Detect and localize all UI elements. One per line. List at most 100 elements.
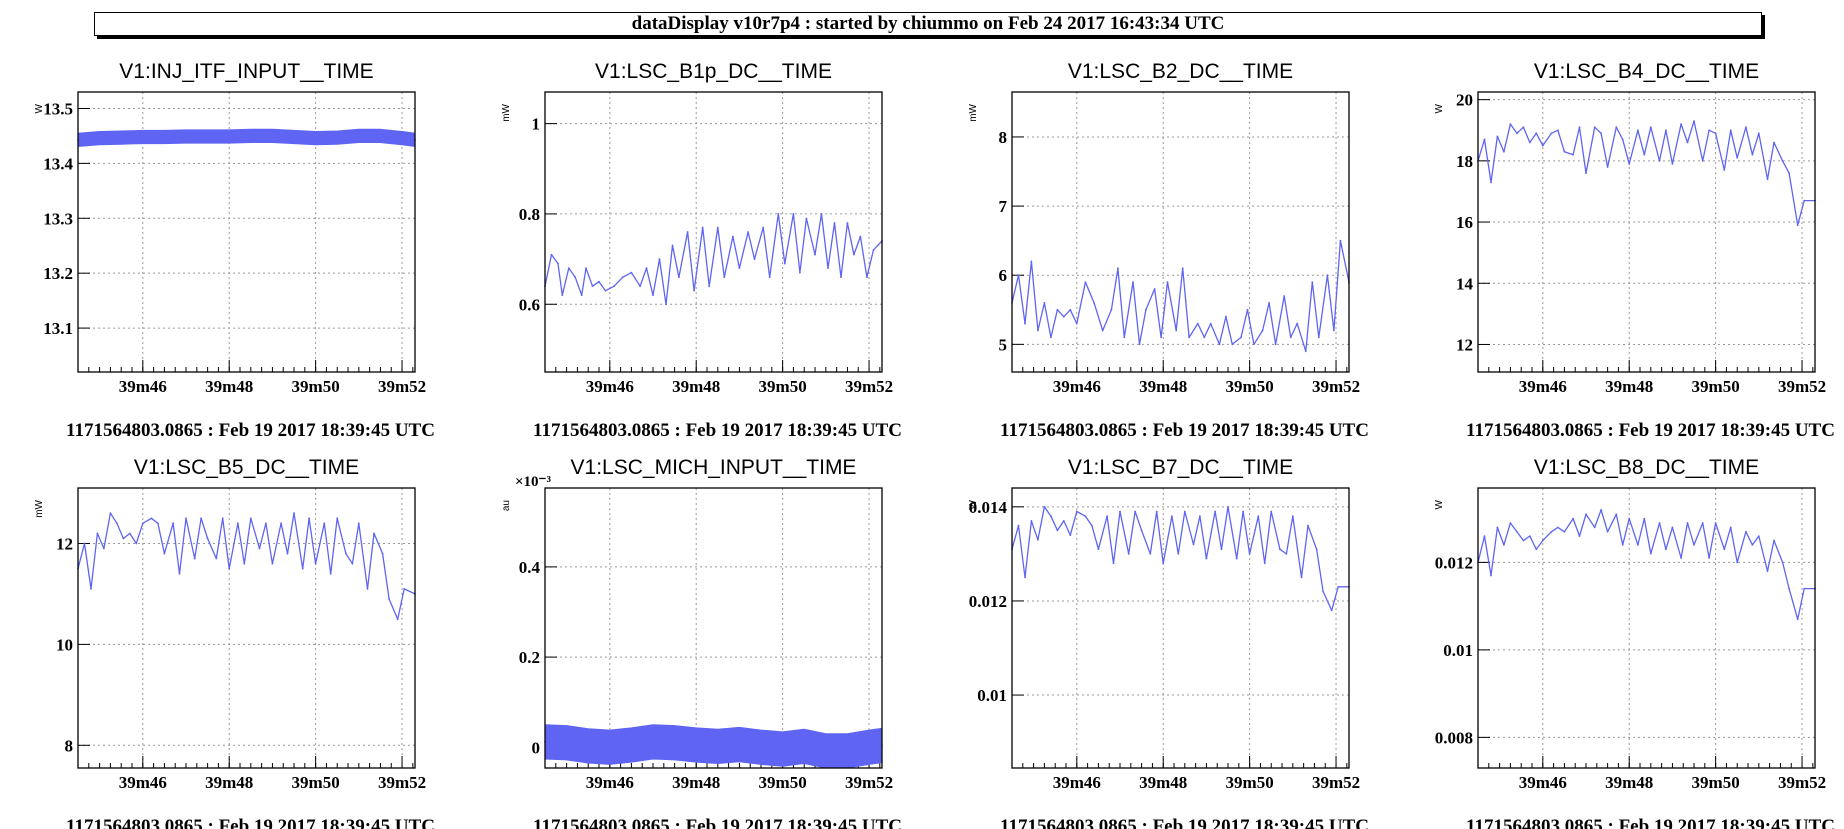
data-point <box>1257 515 1260 518</box>
x-tick-label: 39m48 <box>672 773 720 792</box>
data-point <box>1127 553 1130 555</box>
plot-frame <box>77 487 416 769</box>
data-point <box>249 135 252 137</box>
data-point <box>561 294 564 297</box>
data-point <box>814 253 816 256</box>
window-title: dataDisplay v10r7p4 : started by chiummo… <box>94 12 1762 36</box>
data-point <box>1056 529 1059 532</box>
data-point <box>1149 553 1152 555</box>
plot-title: V1:LSC_B5_DC__TIME <box>134 456 359 479</box>
x-tick-label: 39m52 <box>1778 377 1826 396</box>
y-tick-label: 5 <box>999 335 1008 354</box>
data-point <box>1307 524 1309 527</box>
data-point <box>1188 336 1190 339</box>
data-point <box>301 567 304 570</box>
data-point <box>1093 302 1095 304</box>
plot-title: V1:LSC_B2_DC__TIME <box>1068 60 1293 83</box>
data-point <box>1535 132 1538 135</box>
data-point <box>1578 126 1581 129</box>
gps-time-footer: 1171564803.0865 : Feb 19 2017 18:39:45 U… <box>1466 420 1835 441</box>
data-point <box>768 276 771 279</box>
data-point <box>1693 544 1695 546</box>
y-tick-label: 16 <box>1456 213 1473 232</box>
data-point <box>1803 587 1806 590</box>
data-point <box>1665 548 1667 551</box>
gps-time-footer: 1171564803.0865 : Feb 19 2017 18:39:45 U… <box>533 420 902 441</box>
plot-panel-7: V1:LSC_B7_DC__TIME 39m46 39m48 39m50 39m52 0.… <box>968 456 1369 829</box>
data-point <box>1686 522 1689 524</box>
data-point <box>1153 288 1156 290</box>
x-tick-label: 39m52 <box>1312 773 1360 792</box>
y-tick-label: 6 <box>999 266 1008 285</box>
data-point <box>1541 144 1544 147</box>
data-point <box>172 522 175 525</box>
data-point <box>1736 156 1739 159</box>
data-point <box>120 136 123 139</box>
y-tick-label: 0.2 <box>519 648 540 667</box>
data-point <box>1535 548 1538 551</box>
data-point <box>747 231 749 233</box>
data-point <box>1037 329 1039 332</box>
data-point <box>1522 126 1525 129</box>
data-point <box>1311 281 1314 283</box>
data-point <box>1043 302 1046 304</box>
data-point <box>1030 520 1033 522</box>
y-axis-unit: mW <box>501 103 512 121</box>
data-point <box>1496 526 1499 529</box>
data-point <box>630 271 633 274</box>
data-point <box>1160 336 1162 339</box>
data-point <box>1075 510 1078 513</box>
data-point <box>1757 132 1760 135</box>
data-point <box>1175 329 1178 332</box>
data-point <box>1274 343 1277 346</box>
data-point <box>1166 281 1169 283</box>
data-point <box>1693 120 1695 122</box>
y-tick-label: 13.1 <box>43 319 73 338</box>
data-point <box>237 522 239 525</box>
data-point <box>1225 315 1227 318</box>
gps-time-footer: 1171564803.0865 : Feb 19 2017 18:39:45 U… <box>66 420 435 441</box>
data-point <box>866 276 868 279</box>
y-tick-label: 1 <box>532 115 541 134</box>
data-point <box>701 226 704 229</box>
data-point <box>1268 302 1270 304</box>
data-point <box>1680 123 1682 125</box>
data-point <box>1729 526 1732 529</box>
data-point <box>1621 544 1624 546</box>
data-point <box>1101 329 1104 332</box>
data-point <box>1745 126 1747 129</box>
data-point <box>1788 587 1790 590</box>
data-point <box>1516 530 1518 533</box>
data-point <box>1304 350 1307 353</box>
data-point <box>1606 530 1609 533</box>
data-point <box>1745 530 1747 533</box>
x-tick-label: 39m52 <box>378 377 426 396</box>
data-point <box>1773 539 1775 542</box>
data-point <box>859 235 862 238</box>
data-point <box>1757 535 1760 537</box>
x-tick-label: 39m50 <box>292 773 340 792</box>
x-tick-label: 39m46 <box>1519 773 1567 792</box>
data-point <box>1084 515 1087 518</box>
data-point <box>1658 160 1661 162</box>
y-exponent-label: ×10⁻³ <box>515 474 551 490</box>
data-point <box>686 231 689 233</box>
data-point <box>1192 543 1195 546</box>
data-point <box>1106 515 1108 518</box>
x-tick-label: 39m50 <box>1226 377 1274 396</box>
data-point <box>1196 322 1199 325</box>
data-point <box>1503 544 1505 546</box>
data-point <box>846 750 849 752</box>
data-point <box>1621 138 1624 141</box>
data-point <box>621 276 624 279</box>
data-point <box>1557 526 1559 529</box>
data-point <box>1557 129 1559 132</box>
data-point <box>803 745 806 748</box>
series-line <box>544 213 883 305</box>
data-point <box>286 552 289 555</box>
data-point <box>658 258 661 260</box>
x-tick-label: 39m48 <box>672 377 720 396</box>
x-tick-label: 39m50 <box>1692 773 1740 792</box>
data-point <box>1203 336 1206 339</box>
data-point <box>1781 561 1784 564</box>
